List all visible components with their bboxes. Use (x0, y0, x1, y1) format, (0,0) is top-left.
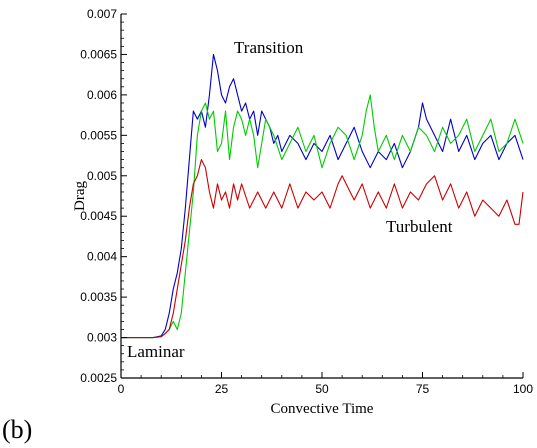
x-tick-label: 0 (118, 382, 125, 396)
x-tick-label: 50 (315, 382, 329, 396)
y-tick-label: 0.0025 (80, 371, 117, 385)
x-tick-label: 75 (416, 382, 430, 396)
annotation-turbulent: Turbulent (386, 217, 453, 236)
y-tick-label: 0.006 (87, 88, 117, 102)
annotation-laminar: Laminar (127, 342, 185, 361)
series-line-2 (121, 159, 524, 339)
axes-layer (120, 14, 523, 379)
y-tick-label: 0.0065 (80, 47, 117, 61)
y-tick-label: 0.0035 (80, 290, 117, 304)
tick-layer: 0.0025 0.003 0.0035 0.004 0.0045 0.005 0.0055 0… (80, 7, 533, 396)
series-line-0 (121, 53, 524, 339)
series-line-1 (121, 94, 524, 339)
x-tick-label: 25 (215, 382, 229, 396)
y-tick-label: 0.003 (87, 331, 117, 345)
y-tick-label: 0.0045 (80, 209, 117, 223)
panel-label: (b) (2, 415, 32, 444)
series-layer (121, 53, 524, 339)
y-tick-label: 0.004 (87, 250, 117, 264)
x-tick-label: 100 (513, 382, 533, 396)
y-tick-label: 0.0055 (80, 128, 117, 142)
y-axis-title: Drag (72, 181, 88, 211)
y-tick-label: 0.005 (87, 169, 117, 183)
x-axis-title: Convective Time (271, 401, 374, 417)
annotation-transition: Transition (234, 38, 304, 57)
y-tick-label: 0.007 (87, 7, 117, 21)
